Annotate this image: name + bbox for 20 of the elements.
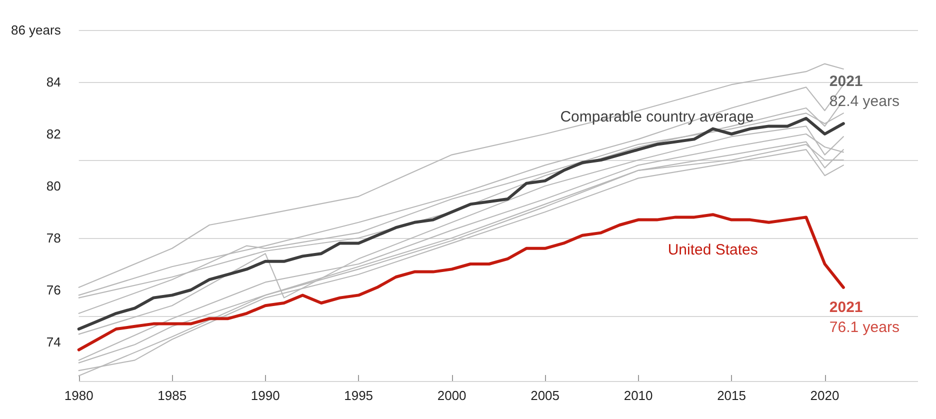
series-label: United States bbox=[668, 242, 758, 259]
y-tick-label: 80 bbox=[46, 178, 61, 194]
x-tick-label: 1980 bbox=[64, 388, 94, 403]
x-tick-label: 2000 bbox=[437, 388, 466, 403]
x-tick-label: 2005 bbox=[530, 388, 560, 403]
y-tick-label: 86 years bbox=[10, 22, 62, 38]
annotation: 2021 82.4 years bbox=[829, 73, 900, 110]
y-tick-label: 78 bbox=[46, 230, 61, 246]
y-tick-label: 76 bbox=[46, 282, 61, 298]
series-label: Comparable country average bbox=[560, 108, 754, 126]
x-tick-label: 2015 bbox=[717, 388, 746, 403]
x-tick-label: 1995 bbox=[344, 388, 374, 403]
x-tick-label: 1990 bbox=[250, 388, 280, 403]
y-tick-label: 82 bbox=[46, 126, 61, 142]
y-tick-label: 74 bbox=[46, 334, 61, 350]
annotation: 2021 76.1 years bbox=[829, 298, 900, 336]
x-tick-label: 1985 bbox=[158, 388, 187, 403]
y-tick-label: 84 bbox=[46, 74, 61, 90]
x-tick-label: 2020 bbox=[810, 388, 840, 403]
x-tick-label: 2010 bbox=[624, 388, 653, 403]
